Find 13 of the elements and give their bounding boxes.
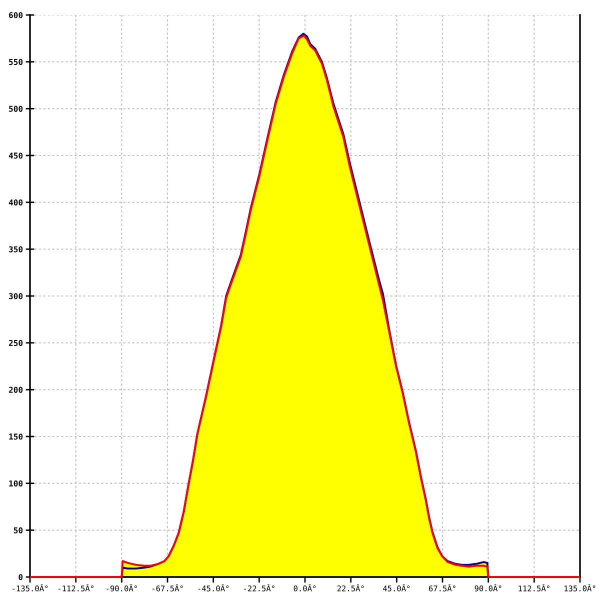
y-tick-label: 50 — [14, 527, 23, 534]
y-tick-label: 600 — [9, 12, 23, 18]
y-tick-label: 150 — [9, 434, 23, 440]
y-tick-label: 350 — [9, 246, 23, 252]
y-tick-label: 500 — [9, 106, 23, 112]
y-tick-label: 100 — [9, 480, 23, 487]
y-tick-label: 550 — [9, 58, 23, 66]
y-tick-label: 200 — [8, 386, 23, 393]
y-tick-label: 300 — [9, 293, 23, 300]
y-tick-label: 250 — [8, 340, 23, 346]
y-tick-label: 0 — [18, 574, 23, 580]
y-tick-label: 400 — [8, 199, 23, 206]
y-tick-label: 450 — [8, 152, 23, 159]
